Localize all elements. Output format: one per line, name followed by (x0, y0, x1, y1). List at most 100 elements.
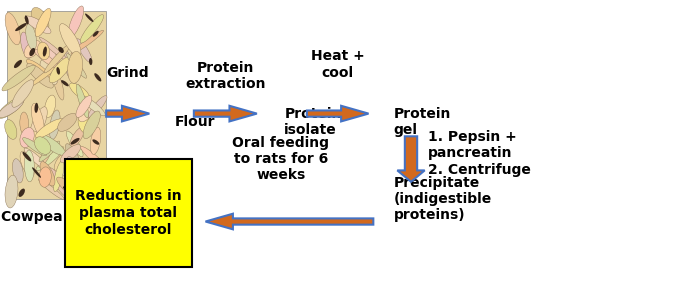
Ellipse shape (83, 111, 100, 139)
Ellipse shape (23, 152, 32, 161)
Ellipse shape (95, 73, 101, 82)
Text: Oral feeding
to rats for 6
weeks: Oral feeding to rats for 6 weeks (232, 136, 329, 182)
Ellipse shape (5, 120, 17, 139)
Ellipse shape (65, 144, 82, 174)
Ellipse shape (32, 167, 41, 178)
Ellipse shape (60, 24, 81, 56)
Ellipse shape (61, 80, 68, 86)
Ellipse shape (76, 39, 92, 63)
Text: Precipitate
(indigestible
proteins): Precipitate (indigestible proteins) (394, 176, 492, 222)
Ellipse shape (84, 176, 90, 184)
Ellipse shape (32, 7, 49, 31)
Ellipse shape (45, 50, 60, 68)
Ellipse shape (35, 9, 51, 37)
Ellipse shape (12, 80, 34, 107)
FancyArrow shape (194, 106, 257, 122)
Ellipse shape (58, 47, 64, 53)
Ellipse shape (88, 96, 107, 118)
Ellipse shape (92, 31, 99, 37)
Ellipse shape (64, 51, 73, 78)
Ellipse shape (43, 47, 47, 57)
Ellipse shape (12, 159, 23, 183)
Ellipse shape (58, 113, 77, 131)
Ellipse shape (53, 160, 64, 192)
Ellipse shape (66, 131, 83, 157)
Ellipse shape (39, 37, 68, 61)
Ellipse shape (34, 103, 38, 113)
Ellipse shape (36, 119, 64, 138)
Ellipse shape (24, 40, 40, 58)
Ellipse shape (75, 179, 110, 206)
Ellipse shape (20, 128, 34, 148)
Ellipse shape (48, 168, 73, 200)
Ellipse shape (25, 16, 51, 34)
Ellipse shape (18, 189, 25, 197)
Text: Grind: Grind (106, 66, 149, 80)
Ellipse shape (49, 110, 60, 139)
Ellipse shape (78, 101, 94, 122)
Ellipse shape (78, 171, 99, 191)
Ellipse shape (63, 182, 72, 189)
FancyArrow shape (106, 106, 149, 122)
Ellipse shape (39, 141, 60, 162)
Ellipse shape (23, 137, 47, 156)
Ellipse shape (20, 112, 29, 135)
Ellipse shape (70, 83, 90, 100)
Ellipse shape (32, 103, 45, 136)
Ellipse shape (67, 28, 74, 49)
Ellipse shape (21, 32, 32, 59)
Ellipse shape (64, 174, 79, 200)
FancyArrow shape (206, 214, 373, 229)
Ellipse shape (89, 58, 92, 65)
Ellipse shape (0, 99, 23, 118)
Ellipse shape (45, 44, 71, 73)
Ellipse shape (76, 84, 88, 118)
Text: Flour: Flour (175, 115, 215, 129)
Ellipse shape (49, 57, 72, 83)
Text: 1. Pepsin +
pancreatin
2. Centrifuge: 1. Pepsin + pancreatin 2. Centrifuge (428, 130, 531, 177)
FancyArrow shape (307, 106, 369, 122)
Ellipse shape (27, 59, 53, 81)
FancyBboxPatch shape (65, 159, 192, 267)
Ellipse shape (68, 51, 83, 83)
Ellipse shape (57, 177, 84, 201)
FancyArrow shape (397, 136, 425, 182)
Text: Protein
isolate: Protein isolate (284, 107, 342, 137)
Ellipse shape (15, 23, 27, 31)
Ellipse shape (14, 60, 22, 68)
Bar (7, 11, 106, 199)
Ellipse shape (80, 14, 103, 43)
Ellipse shape (71, 138, 79, 145)
Text: Cowpea seeds: Cowpea seeds (1, 210, 112, 224)
Ellipse shape (38, 147, 51, 167)
Ellipse shape (38, 42, 49, 60)
Ellipse shape (25, 150, 34, 182)
Ellipse shape (0, 97, 24, 119)
Ellipse shape (76, 96, 92, 118)
Ellipse shape (2, 65, 35, 91)
Ellipse shape (68, 6, 84, 37)
Text: Reductions in
plasma total
cholesterol: Reductions in plasma total cholesterol (75, 189, 182, 237)
Ellipse shape (25, 15, 29, 24)
Ellipse shape (87, 167, 103, 192)
Ellipse shape (5, 12, 21, 45)
Ellipse shape (29, 107, 47, 140)
Ellipse shape (92, 139, 99, 145)
Ellipse shape (66, 54, 86, 78)
Ellipse shape (38, 179, 64, 200)
Ellipse shape (29, 131, 44, 150)
Ellipse shape (56, 67, 60, 75)
Ellipse shape (45, 48, 57, 66)
Ellipse shape (78, 114, 92, 134)
Ellipse shape (26, 24, 36, 50)
Ellipse shape (56, 164, 79, 186)
Ellipse shape (68, 157, 103, 188)
Ellipse shape (40, 135, 66, 155)
Text: Heat +
cool: Heat + cool (311, 49, 364, 80)
Ellipse shape (60, 145, 81, 163)
Ellipse shape (45, 95, 55, 117)
Ellipse shape (34, 49, 58, 68)
Ellipse shape (40, 162, 55, 186)
Ellipse shape (53, 69, 64, 100)
Ellipse shape (34, 137, 51, 154)
